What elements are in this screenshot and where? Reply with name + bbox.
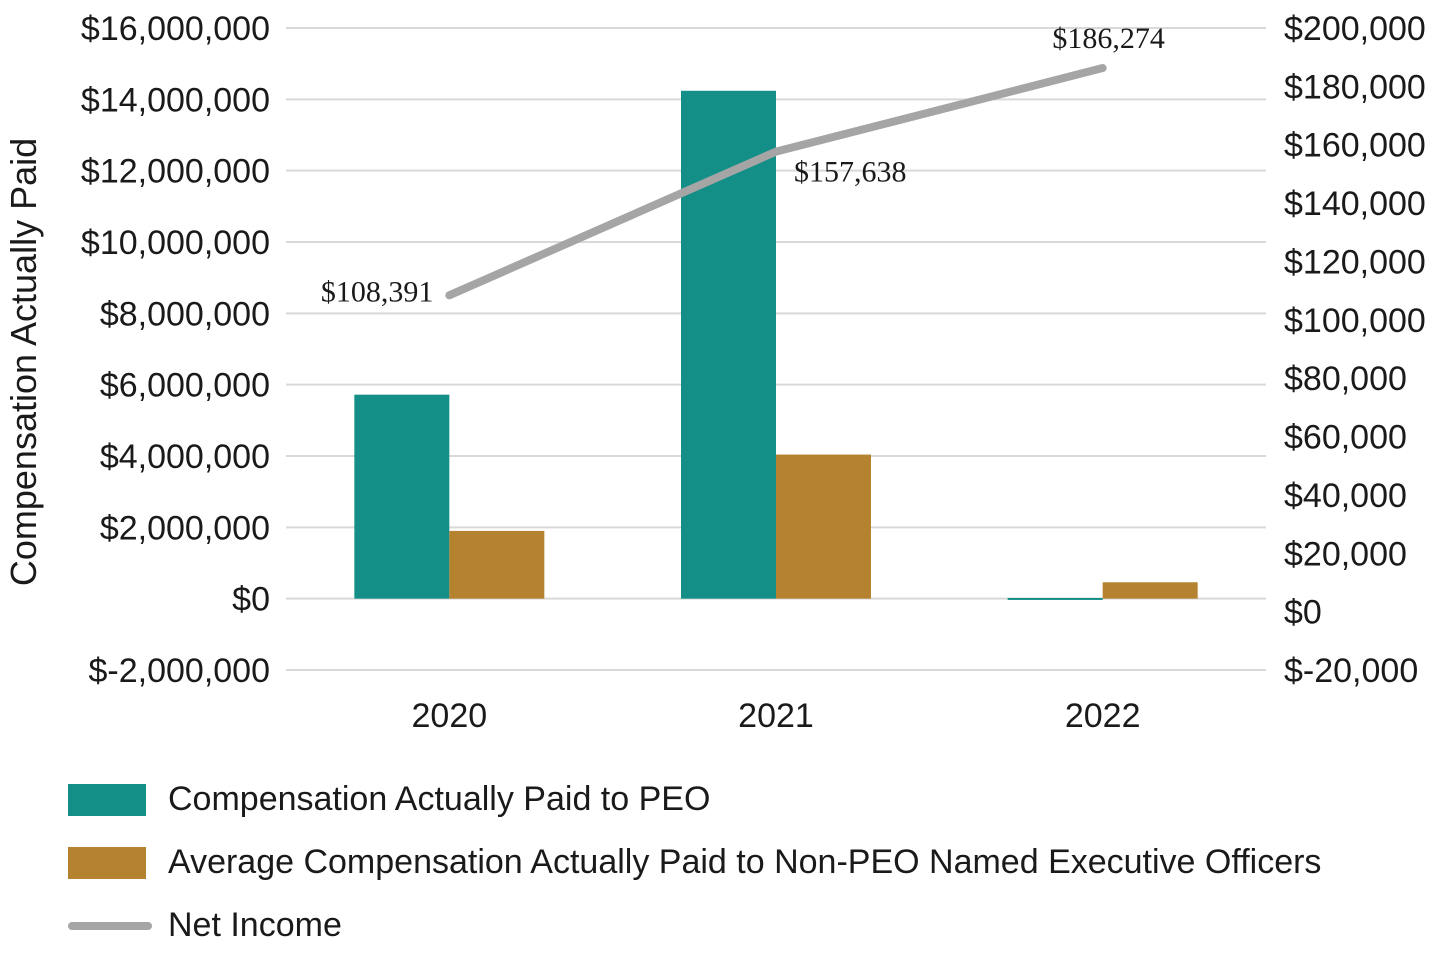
net-income-data-label: $157,638 <box>794 156 907 189</box>
chart-area: $108,391 $157,638 $186,274 $16,000,000 $14,… <box>3 10 1426 735</box>
net-income-data-label: $186,274 <box>1052 22 1165 55</box>
bar-non-peo-2021 <box>776 454 871 599</box>
net-income-line: $108,391 $157,638 $186,274 <box>321 22 1165 308</box>
x-axis-tick-label: 2020 <box>412 697 488 735</box>
left-axis-tick-label: $0 <box>232 581 270 619</box>
bars <box>354 90 1198 600</box>
y-axis-label: Compensation Actually Paid <box>3 138 44 586</box>
right-axis-ticks: $200,000 $180,000 $160,000 $140,000 $120,000… <box>1284 10 1426 690</box>
net-income-data-label: $108,391 <box>321 275 434 308</box>
legend-item-net-income: Net Income <box>68 894 1321 957</box>
bar-peo-2021 <box>681 90 776 599</box>
left-axis-ticks: $16,000,000 $14,000,000 $12,000,000 $10,000… <box>81 10 270 690</box>
legend-swatch-non-peo <box>68 846 146 879</box>
left-axis-tick-label: $12,000,000 <box>81 153 270 191</box>
legend-label-net-income: Net Income <box>168 906 342 944</box>
bar-non-peo-2020 <box>449 530 545 599</box>
left-axis-tick-label: $16,000,000 <box>81 10 270 48</box>
x-axis-tick-label: 2022 <box>1065 697 1141 735</box>
right-axis-tick-label: $0 <box>1284 594 1322 632</box>
right-axis-tick-label: $20,000 <box>1284 535 1407 573</box>
left-axis-tick-label: $14,000,000 <box>81 81 270 119</box>
left-axis-tick-label: $-2,000,000 <box>89 652 271 690</box>
legend-swatch-net-income <box>68 921 152 930</box>
right-axis-tick-label: $-20,000 <box>1284 652 1418 690</box>
left-axis-tick-label: $4,000,000 <box>100 438 270 476</box>
legend-swatch-peo <box>68 783 146 816</box>
right-axis-tick-label: $180,000 <box>1284 68 1426 106</box>
left-axis-tick-label: $8,000,000 <box>100 295 270 333</box>
legend-item-peo: Compensation Actually Paid to PEO <box>68 768 1321 831</box>
legend-label-peo: Compensation Actually Paid to PEO <box>168 780 711 818</box>
x-axis-ticks: 2020 2021 2022 <box>412 697 1141 735</box>
right-axis-tick-label: $200,000 <box>1284 10 1426 48</box>
x-axis-tick-label: 2021 <box>738 697 814 735</box>
right-axis-tick-label: $60,000 <box>1284 419 1407 457</box>
bar-peo-2022 <box>1007 597 1103 600</box>
legend-label-non-peo: Average Compensation Actually Paid to No… <box>168 843 1322 881</box>
bar-non-peo-2022 <box>1102 582 1198 599</box>
left-axis-tick-label: $6,000,000 <box>100 367 270 405</box>
right-axis-tick-label: $40,000 <box>1284 477 1407 515</box>
right-axis-tick-label: $80,000 <box>1284 360 1407 398</box>
legend-item-non-peo: Average Compensation Actually Paid to No… <box>68 831 1321 894</box>
right-axis-tick-label: $120,000 <box>1284 243 1426 281</box>
left-axis-tick-label: $2,000,000 <box>100 509 270 547</box>
bar-peo-2020 <box>354 394 450 599</box>
right-axis-tick-label: $160,000 <box>1284 127 1426 165</box>
right-axis-tick-label: $100,000 <box>1284 302 1426 340</box>
right-axis-tick-label: $140,000 <box>1284 185 1426 223</box>
left-axis-tick-label: $10,000,000 <box>81 224 270 262</box>
legend: Compensation Actually Paid to PEO Averag… <box>68 768 1321 957</box>
net-income-polyline <box>445 64 1107 300</box>
